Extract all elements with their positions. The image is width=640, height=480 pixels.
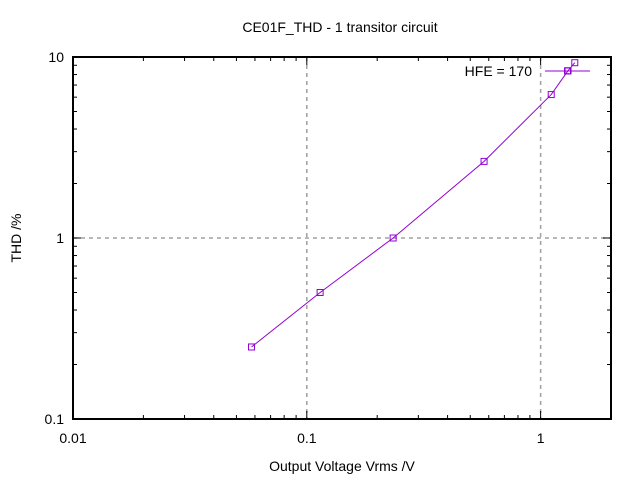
- y-axis-label: THD /%: [8, 214, 24, 263]
- series-line: [251, 62, 576, 348]
- series-layer: [247, 59, 579, 351]
- data-point: [547, 91, 555, 99]
- axis-tick-labels: 0.01 0.1 1 0.1 1 10: [45, 49, 545, 446]
- chart-title: CE01F_THD - 1 transitor circuit: [242, 19, 437, 35]
- y-tick-label: 10: [48, 49, 64, 65]
- legend-marker: [564, 67, 571, 75]
- y-tick-label: 0.1: [45, 411, 65, 427]
- legend: HFE = 170: [465, 63, 590, 79]
- x-tick-label: 1: [537, 430, 545, 446]
- x-tick-label: 0.01: [59, 430, 86, 446]
- data-point: [247, 343, 255, 351]
- data-point: [571, 59, 579, 67]
- data-point: [389, 234, 397, 242]
- data-point: [316, 288, 324, 296]
- legend-label: HFE = 170: [465, 63, 533, 79]
- y-tick-label: 1: [56, 230, 64, 246]
- x-axis-label: Output Voltage Vrms /V: [269, 458, 415, 474]
- plot-frame: [72, 56, 612, 420]
- grid: [73, 57, 611, 419]
- data-point: [480, 157, 488, 165]
- x-tick-label: 0.1: [297, 430, 317, 446]
